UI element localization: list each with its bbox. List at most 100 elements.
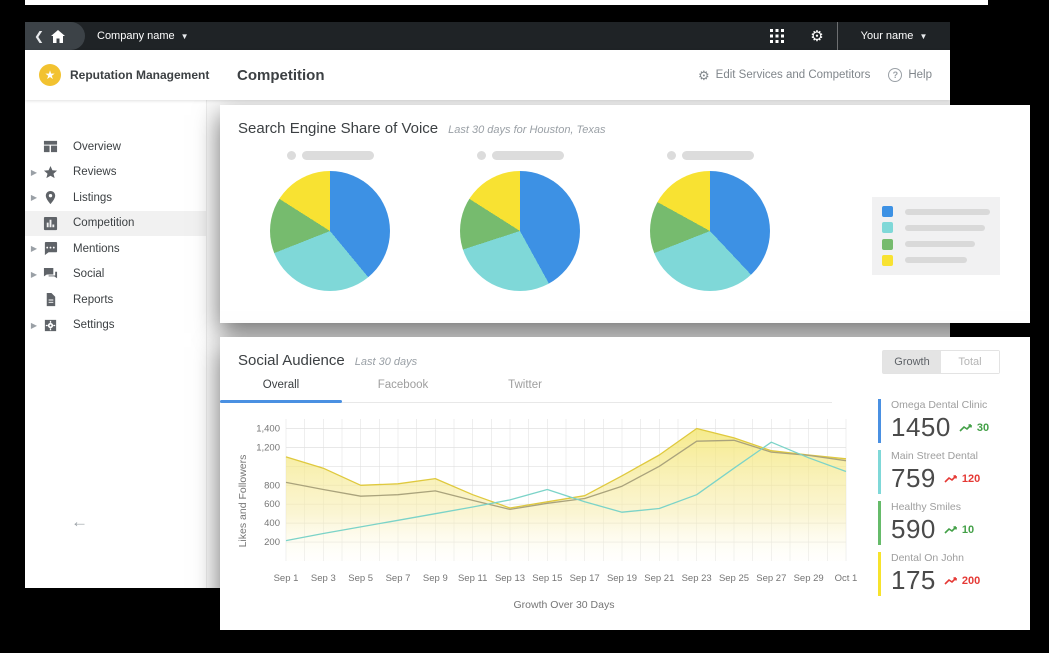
social-audience-card: Social Audience Last 30 days Growth Total… — [220, 337, 1030, 630]
y-axis-title: Likes and Followers — [237, 454, 249, 548]
sidebar-item-settings[interactable]: ▶ Settings — [25, 313, 206, 339]
back-chevron-icon[interactable]: ❮ — [34, 29, 45, 43]
legend-label-placeholder — [905, 208, 990, 215]
sidebar-item-label: Reports — [73, 293, 114, 306]
svg-text:Oct 1: Oct 1 — [835, 573, 858, 584]
pie-label-placeholder — [286, 151, 374, 160]
svg-text:Sep 27: Sep 27 — [756, 573, 786, 584]
legend-swatch — [882, 254, 893, 266]
chat-icon — [43, 266, 59, 282]
sidebar-item-reviews[interactable]: ▶ Reviews — [25, 160, 206, 186]
sidebar-item-label: Mentions — [73, 242, 120, 255]
svg-text:Sep 1: Sep 1 — [274, 573, 299, 584]
help-link[interactable]: ? Help — [888, 68, 932, 82]
pie-legend-card — [872, 197, 1000, 275]
trend-icon — [944, 576, 957, 585]
legend-swatch — [882, 238, 893, 250]
sidebar-item-social[interactable]: ▶ Social — [25, 262, 206, 288]
expand-chevron-icon: ▶ — [30, 167, 38, 177]
social-audience-title: Social Audience — [238, 352, 345, 369]
tab-overall[interactable]: Overall — [262, 379, 300, 391]
social-audience-subtitle: Last 30 days — [354, 356, 418, 368]
competitor-name: Omega Dental Clinic — [891, 399, 988, 411]
sidebar-item-reports[interactable]: Reports — [25, 287, 206, 313]
trend-icon — [959, 423, 972, 432]
apps-grid-button[interactable] — [757, 22, 797, 50]
sidebar-item-label: Social — [73, 268, 105, 281]
social-tabs: Overall Facebook Twitter — [220, 379, 832, 403]
legend-row — [882, 254, 990, 266]
svg-text:600: 600 — [264, 499, 280, 510]
growth-total-toggle: Growth Total — [882, 350, 1000, 374]
svg-text:400: 400 — [264, 518, 280, 529]
topbar: ❮ Company name ▼ — [25, 22, 950, 50]
chart-icon — [43, 215, 59, 231]
settings-gear-button[interactable]: ⚙ — [797, 22, 837, 50]
expand-chevron-icon: ▶ — [30, 269, 38, 279]
edit-services-link[interactable]: ⚙ Edit Services and Competitors — [698, 69, 870, 82]
x-axis-title: Growth Over 30 Days — [513, 599, 615, 611]
toggle-total-button[interactable]: Total — [941, 351, 999, 373]
toggle-growth-button[interactable]: Growth — [883, 351, 941, 373]
pie-chart-1 — [270, 171, 390, 291]
pie-group-1 — [250, 151, 410, 291]
window-top-edge — [25, 0, 988, 5]
svg-text:800: 800 — [264, 480, 280, 491]
svg-text:Sep 7: Sep 7 — [386, 573, 411, 584]
competitor-value-line: 175 200 — [891, 565, 1020, 596]
home-button[interactable]: ❮ — [25, 22, 85, 50]
svg-text:1,400: 1,400 — [256, 423, 280, 434]
competitor-name: Healthy Smiles — [891, 501, 962, 513]
sidebar-item-label: Reviews — [73, 166, 117, 179]
svg-text:Sep 11: Sep 11 — [458, 573, 487, 584]
sidebar-item-overview[interactable]: Overview — [25, 134, 206, 160]
svg-text:Sep 25: Sep 25 — [719, 573, 749, 584]
svg-text:Sep 9: Sep 9 — [423, 573, 448, 584]
social-audience-header: Social Audience Last 30 days — [238, 352, 417, 369]
legend-row — [882, 222, 990, 234]
edit-services-label: Edit Services and Competitors — [715, 69, 871, 81]
sidebar-item-label: Listings — [73, 191, 112, 204]
competitor-value-line: 1450 30 — [891, 412, 1020, 443]
help-icon: ? — [888, 68, 903, 82]
change-value: 10 — [961, 523, 975, 536]
page-title: Competition — [237, 66, 325, 84]
user-menu[interactable]: Your name ▼ — [838, 22, 950, 50]
svg-text:Sep 5: Sep 5 — [348, 573, 373, 584]
change-value: 30 — [976, 421, 990, 434]
dashboard-icon — [43, 139, 59, 155]
competitor-stat: Dental On John 175 200 — [878, 552, 1020, 596]
competitor-stat: Omega Dental Clinic 1450 30 — [878, 399, 1020, 443]
gear-icon: ⚙ — [810, 27, 824, 45]
sidebar-item-label: Settings — [73, 319, 115, 332]
company-selector[interactable]: Company name ▼ — [97, 22, 189, 50]
competitor-value: 1450 — [891, 412, 951, 442]
svg-text:Sep 15: Sep 15 — [532, 573, 562, 584]
svg-text:Sep 17: Sep 17 — [570, 573, 600, 584]
competitor-value-line: 590 10 — [891, 514, 1020, 545]
placeholder-bar — [491, 151, 564, 160]
tab-facebook[interactable]: Facebook — [377, 379, 429, 391]
change-badge: 200 — [944, 575, 980, 587]
sidebar-item-listings[interactable]: ▶ Listings — [25, 185, 206, 211]
change-badge: 120 — [944, 473, 980, 485]
sidebar-item-mentions[interactable]: ▶ Mentions — [25, 236, 206, 262]
competitor-value: 759 — [891, 463, 936, 493]
home-icon[interactable] — [51, 29, 66, 43]
legend-label-placeholder — [905, 224, 985, 231]
tab-twitter[interactable]: Twitter — [508, 379, 542, 391]
area-chart-svg: 200 400 600 800 1,200 1,400 Sep 1 Sep 3 Sep 5 Sep… — [256, 419, 858, 584]
active-tab-underline — [220, 400, 342, 403]
doc-icon — [43, 292, 59, 308]
sidebar-item-competition[interactable]: Competition — [25, 210, 206, 236]
trend-icon — [944, 474, 957, 483]
sidebar-collapse-arrow[interactable]: ← — [71, 512, 88, 531]
competitor-stat: Main Street Dental 759 120 — [878, 450, 1020, 494]
sidebar-menu: Overview ▶ Reviews ▶ Listings Competition ▶ Men… — [25, 134, 206, 338]
change-value: 200 — [961, 574, 981, 587]
expand-chevron-icon: ▶ — [30, 193, 38, 203]
gear-icon: ⚙ — [698, 67, 710, 83]
user-name: Your name — [860, 30, 914, 42]
legend-label-placeholder — [905, 257, 967, 264]
